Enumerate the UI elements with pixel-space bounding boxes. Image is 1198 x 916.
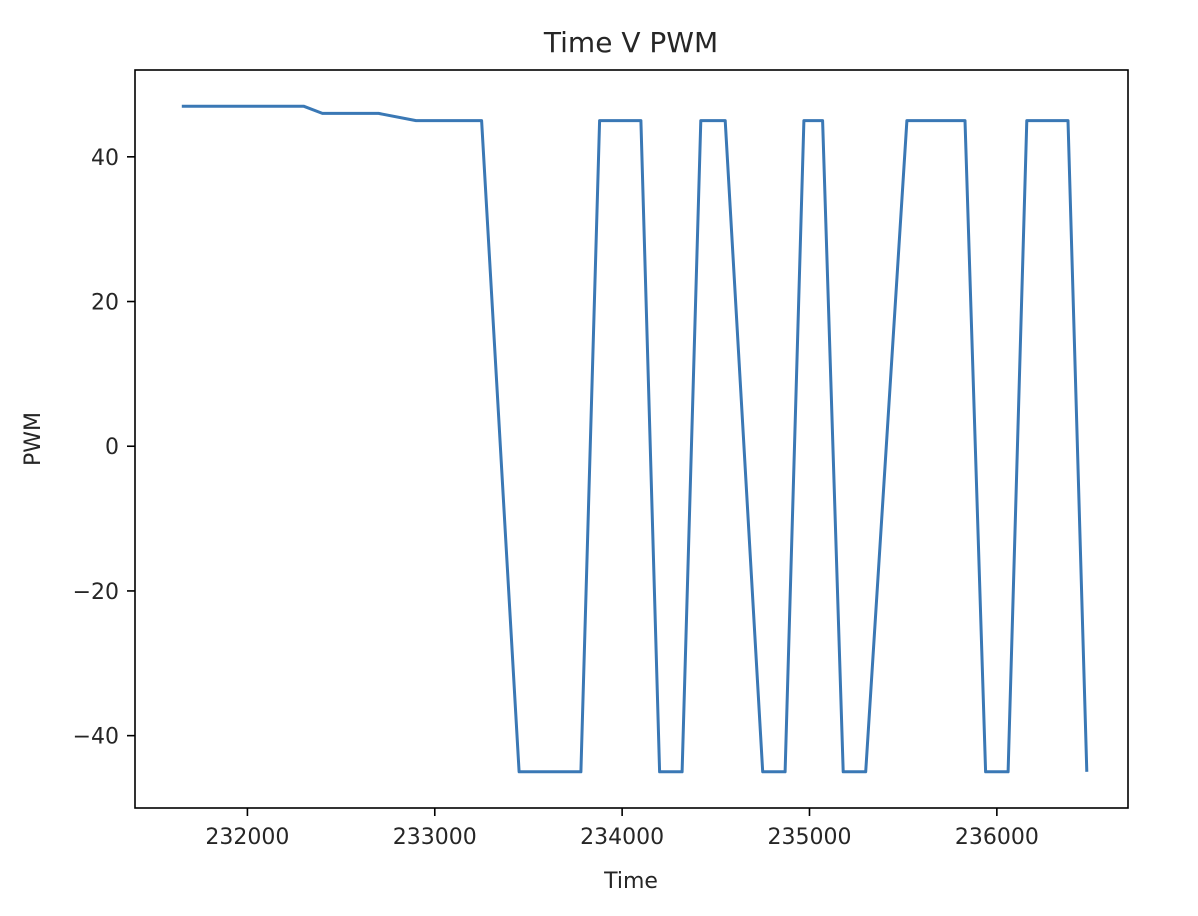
plot-area xyxy=(181,104,1089,774)
y-tick-label: −20 xyxy=(73,580,119,605)
series-line-0 xyxy=(181,104,1089,774)
y-tick-label: 40 xyxy=(91,146,119,171)
x-tick-label: 236000 xyxy=(955,825,1039,850)
y-axis-label: PWM xyxy=(21,412,46,466)
x-tick-label: 234000 xyxy=(580,825,664,850)
x-tick-label: 233000 xyxy=(393,825,477,850)
y-tick-label: −40 xyxy=(73,725,119,750)
y-tick-label: 0 xyxy=(105,435,119,460)
x-tick-label: 235000 xyxy=(767,825,851,850)
x-tick-label: 232000 xyxy=(205,825,289,850)
x-axis-ticks: 232000 233000 234000 235000 236000 xyxy=(205,808,1039,850)
y-tick-label: 20 xyxy=(91,291,119,316)
y-axis-ticks: −40 −20 0 20 40 xyxy=(73,146,135,750)
axes-frame xyxy=(134,69,1129,809)
x-axis-label: Time xyxy=(603,869,658,894)
chart-title: Time V PWM xyxy=(543,26,718,59)
